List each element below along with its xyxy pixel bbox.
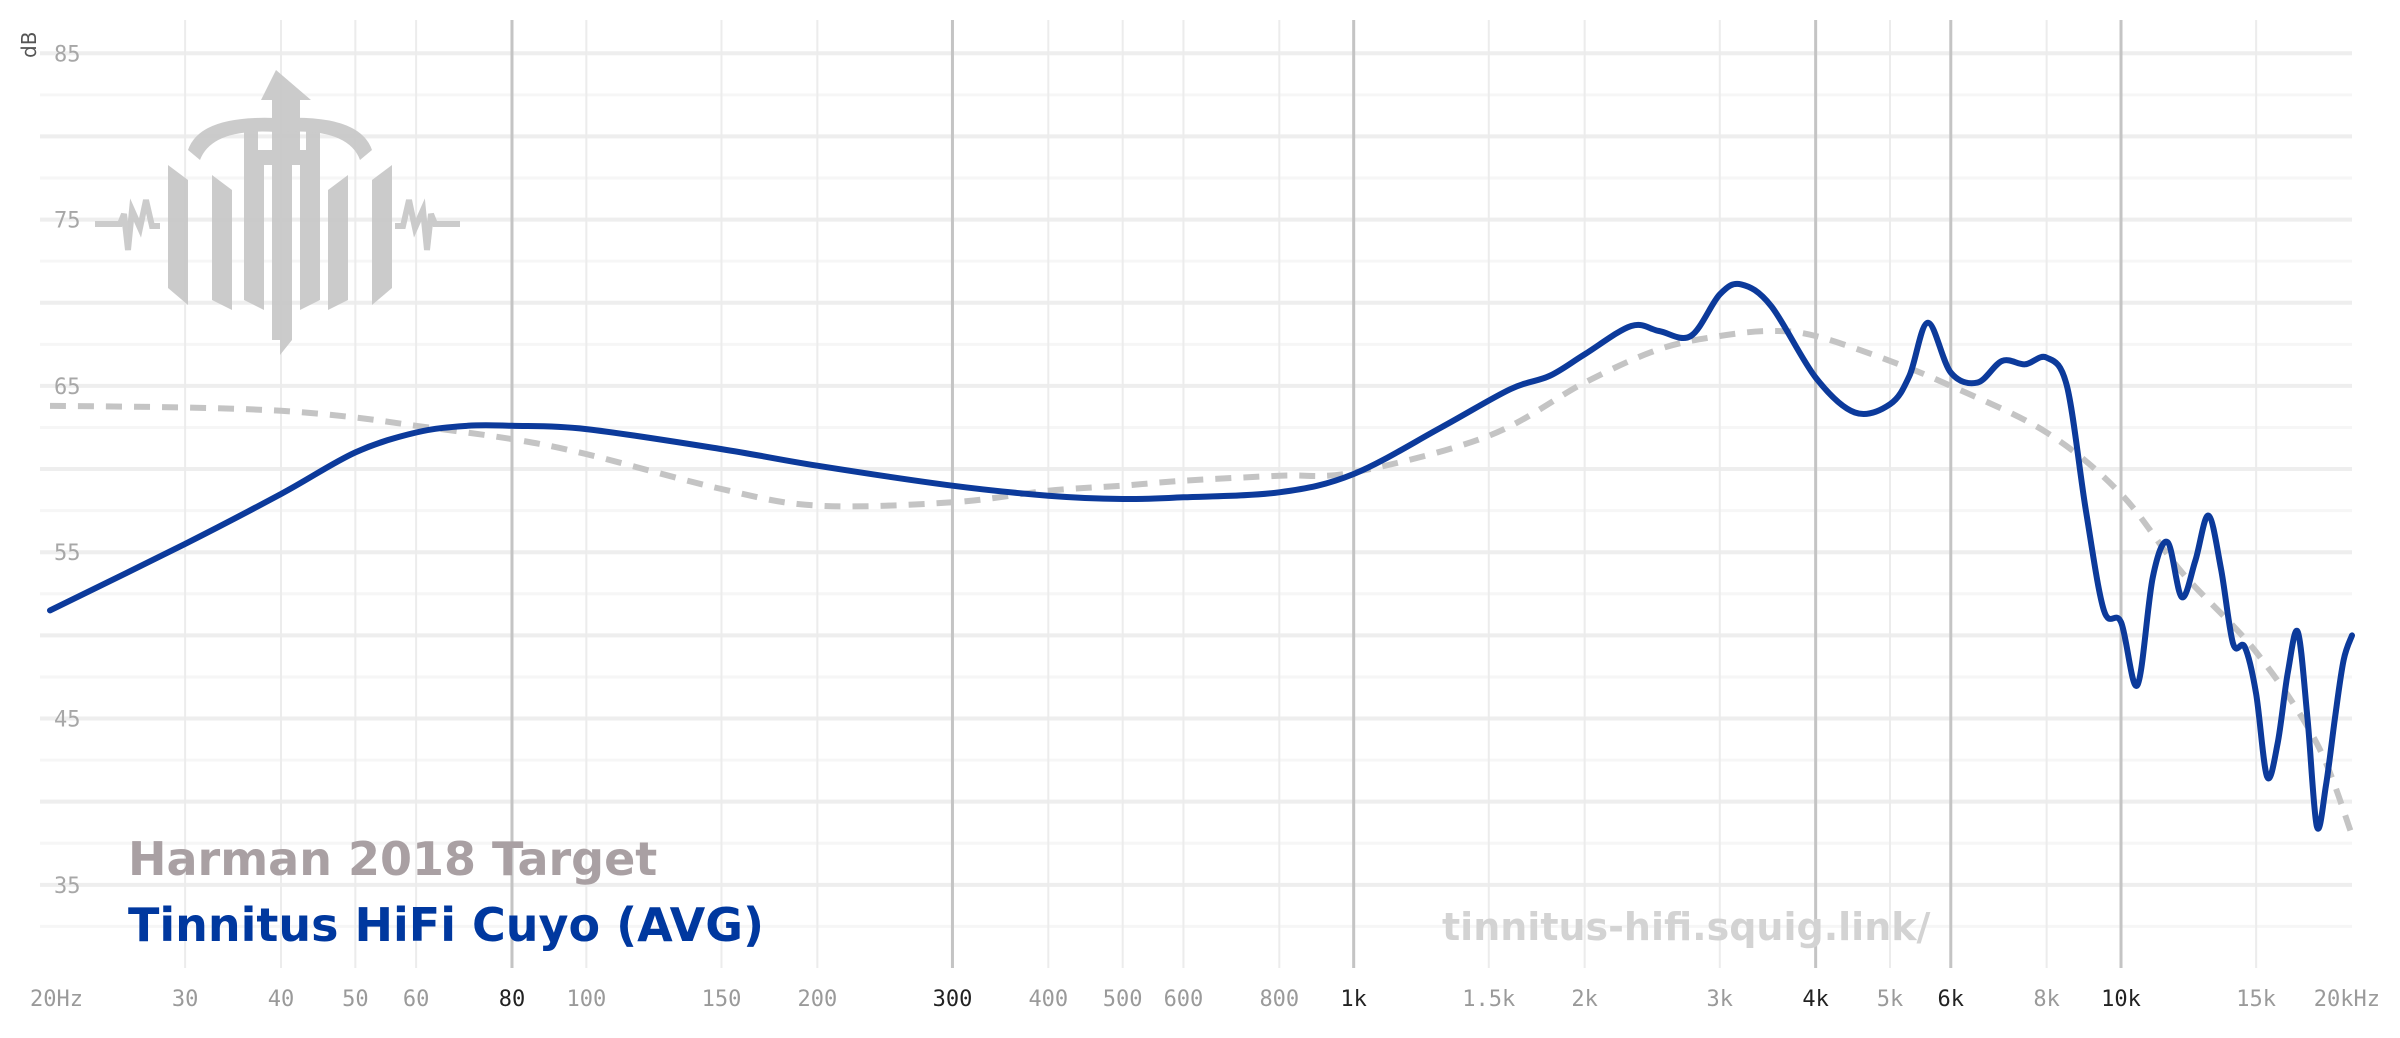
legend-target-label: Harman 2018 Target xyxy=(128,832,657,886)
x-tick-label: 1.5k xyxy=(1462,987,1515,1012)
x-tick-label: 150 xyxy=(702,987,742,1012)
x-tick-label: 500 xyxy=(1103,987,1143,1012)
x-tick-label: 15k xyxy=(2236,987,2276,1012)
y-tick-label: 55 xyxy=(54,541,81,566)
y-unit-label: dB xyxy=(17,32,41,58)
x-tick-label: 2k xyxy=(1571,987,1598,1012)
legend: Harman 2018 Target Tinnitus HiFi Cuyo (A… xyxy=(128,832,764,952)
x-tick-label: 20Hz xyxy=(30,987,83,1012)
x-tick-label: 30 xyxy=(172,987,199,1012)
x-tick-label: 300 xyxy=(933,987,973,1012)
y-tick-labels: 85 75 65 55 45 35 xyxy=(54,42,81,899)
x-tick-label: 100 xyxy=(566,987,606,1012)
legend-device-label: Tinnitus HiFi Cuyo (AVG) xyxy=(128,898,764,952)
x-tick-label: 40 xyxy=(268,987,295,1012)
x-tick-label: 20kHz xyxy=(2314,987,2380,1012)
y-tick-label: 35 xyxy=(54,874,81,899)
x-tick-label: 5k xyxy=(1877,987,1904,1012)
x-tick-label: 600 xyxy=(1164,987,1204,1012)
x-tick-labels: 20Hz 30 40 50 60 80 100 150 200 300 400 500 600 800 1k… xyxy=(30,987,2380,1012)
y-tick-label: 75 xyxy=(54,209,81,234)
target-curve-line xyxy=(49,328,2355,836)
x-gridlines xyxy=(184,20,2258,968)
x-tick-label: 3k xyxy=(1707,987,1734,1012)
device-curve-line xyxy=(47,280,2355,832)
x-tick-label: 800 xyxy=(1259,987,1299,1012)
x-tick-label: 60 xyxy=(403,987,430,1012)
y-tick-label: 85 xyxy=(54,42,81,67)
watermark-url: tinnitus-hifi.squig.link/ xyxy=(1442,905,1931,949)
tinnitus-logo-icon xyxy=(95,70,460,355)
x-tick-label: 200 xyxy=(797,987,837,1012)
x-tick-label: 4k xyxy=(1802,987,1829,1012)
x-tick-label: 6k xyxy=(1938,987,1965,1012)
y-tick-label: 45 xyxy=(54,708,81,733)
x-tick-label: 1k xyxy=(1340,987,1367,1012)
x-tick-label: 400 xyxy=(1028,987,1068,1012)
y-tick-label: 65 xyxy=(54,375,81,400)
x-tick-label: 10k xyxy=(2101,987,2141,1012)
x-tick-label: 8k xyxy=(2033,987,2060,1012)
x-tick-label: 80 xyxy=(499,987,526,1012)
series-lines xyxy=(47,280,2355,836)
x-tick-label: 50 xyxy=(342,987,369,1012)
